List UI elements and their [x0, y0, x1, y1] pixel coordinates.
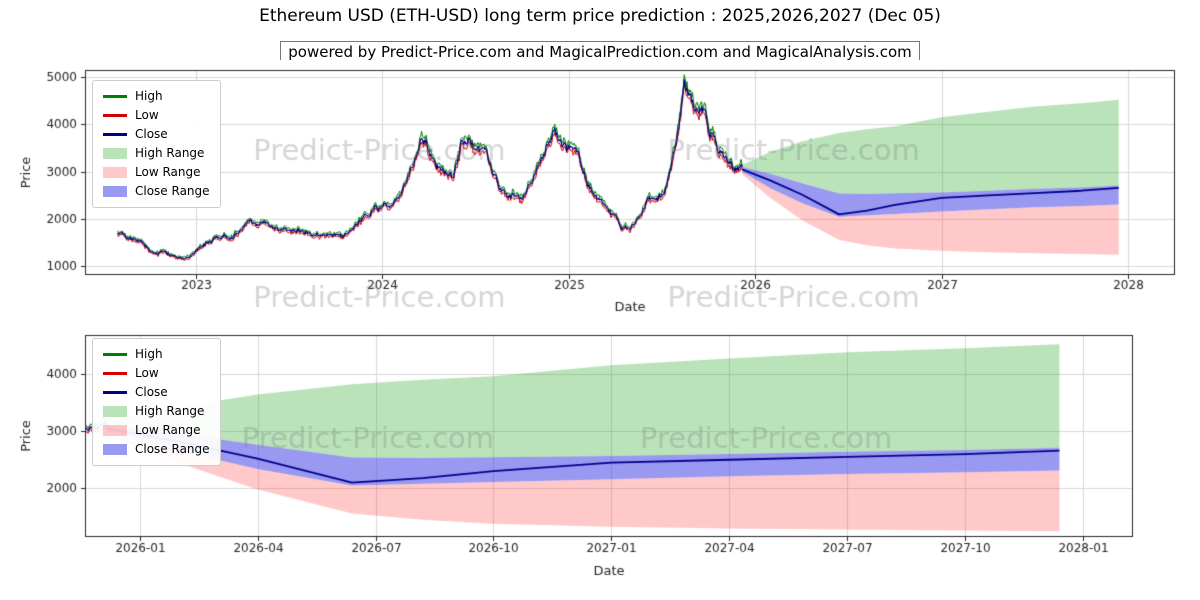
legend-label: High [135, 89, 163, 103]
legend-label: Low Range [135, 423, 201, 437]
high-line-swatch [103, 95, 127, 98]
legend-item-high-range: High Range [103, 144, 210, 163]
legend-item-high-range: High Range [103, 402, 210, 421]
close-line-swatch [103, 133, 127, 136]
low-line-swatch [103, 372, 127, 375]
legend-item-close-range: Close Range [103, 182, 210, 201]
legend-item-low: Low [103, 106, 210, 125]
legend-item-low: Low [103, 364, 210, 383]
legend-item-close-range: Close Range [103, 440, 210, 459]
legend-label: Close Range [135, 184, 210, 198]
legend-label: Close [135, 385, 168, 399]
legend-item-close: Close [103, 125, 210, 144]
legend-label: Close [135, 127, 168, 141]
legend-label: Low [135, 366, 159, 380]
legend-item-close: Close [103, 383, 210, 402]
figure-title: Ethereum USD (ETH-USD) long term price p… [259, 6, 941, 26]
figure-subtitle-wrap: powered by Predict-Price.com and Magical… [0, 41, 1200, 63]
legend-label: Low Range [135, 165, 201, 179]
legend-label: High [135, 347, 163, 361]
high-range-swatch [103, 406, 127, 417]
high-line-swatch [103, 353, 127, 356]
high-range-swatch [103, 148, 127, 159]
close-range-swatch [103, 186, 127, 197]
legend-item-high: High [103, 345, 210, 364]
legend-item-low-range: Low Range [103, 421, 210, 440]
legend-label: Low [135, 108, 159, 122]
figure-subtitle: powered by Predict-Price.com and Magical… [280, 41, 920, 63]
low-range-swatch [103, 167, 127, 178]
low-line-swatch [103, 114, 127, 117]
legend-label: High Range [135, 404, 205, 418]
legend-label: High Range [135, 146, 205, 160]
legend-item-low-range: Low Range [103, 163, 210, 182]
low-range-swatch [103, 425, 127, 436]
close-range-swatch [103, 444, 127, 455]
close-line-swatch [103, 391, 127, 394]
legend-label: Close Range [135, 442, 210, 456]
legend-item-high: High [103, 87, 210, 106]
legend: High Low Close High Range Low Range Clos… [92, 80, 221, 208]
legend: High Low Close High Range Low Range Clos… [92, 338, 221, 466]
